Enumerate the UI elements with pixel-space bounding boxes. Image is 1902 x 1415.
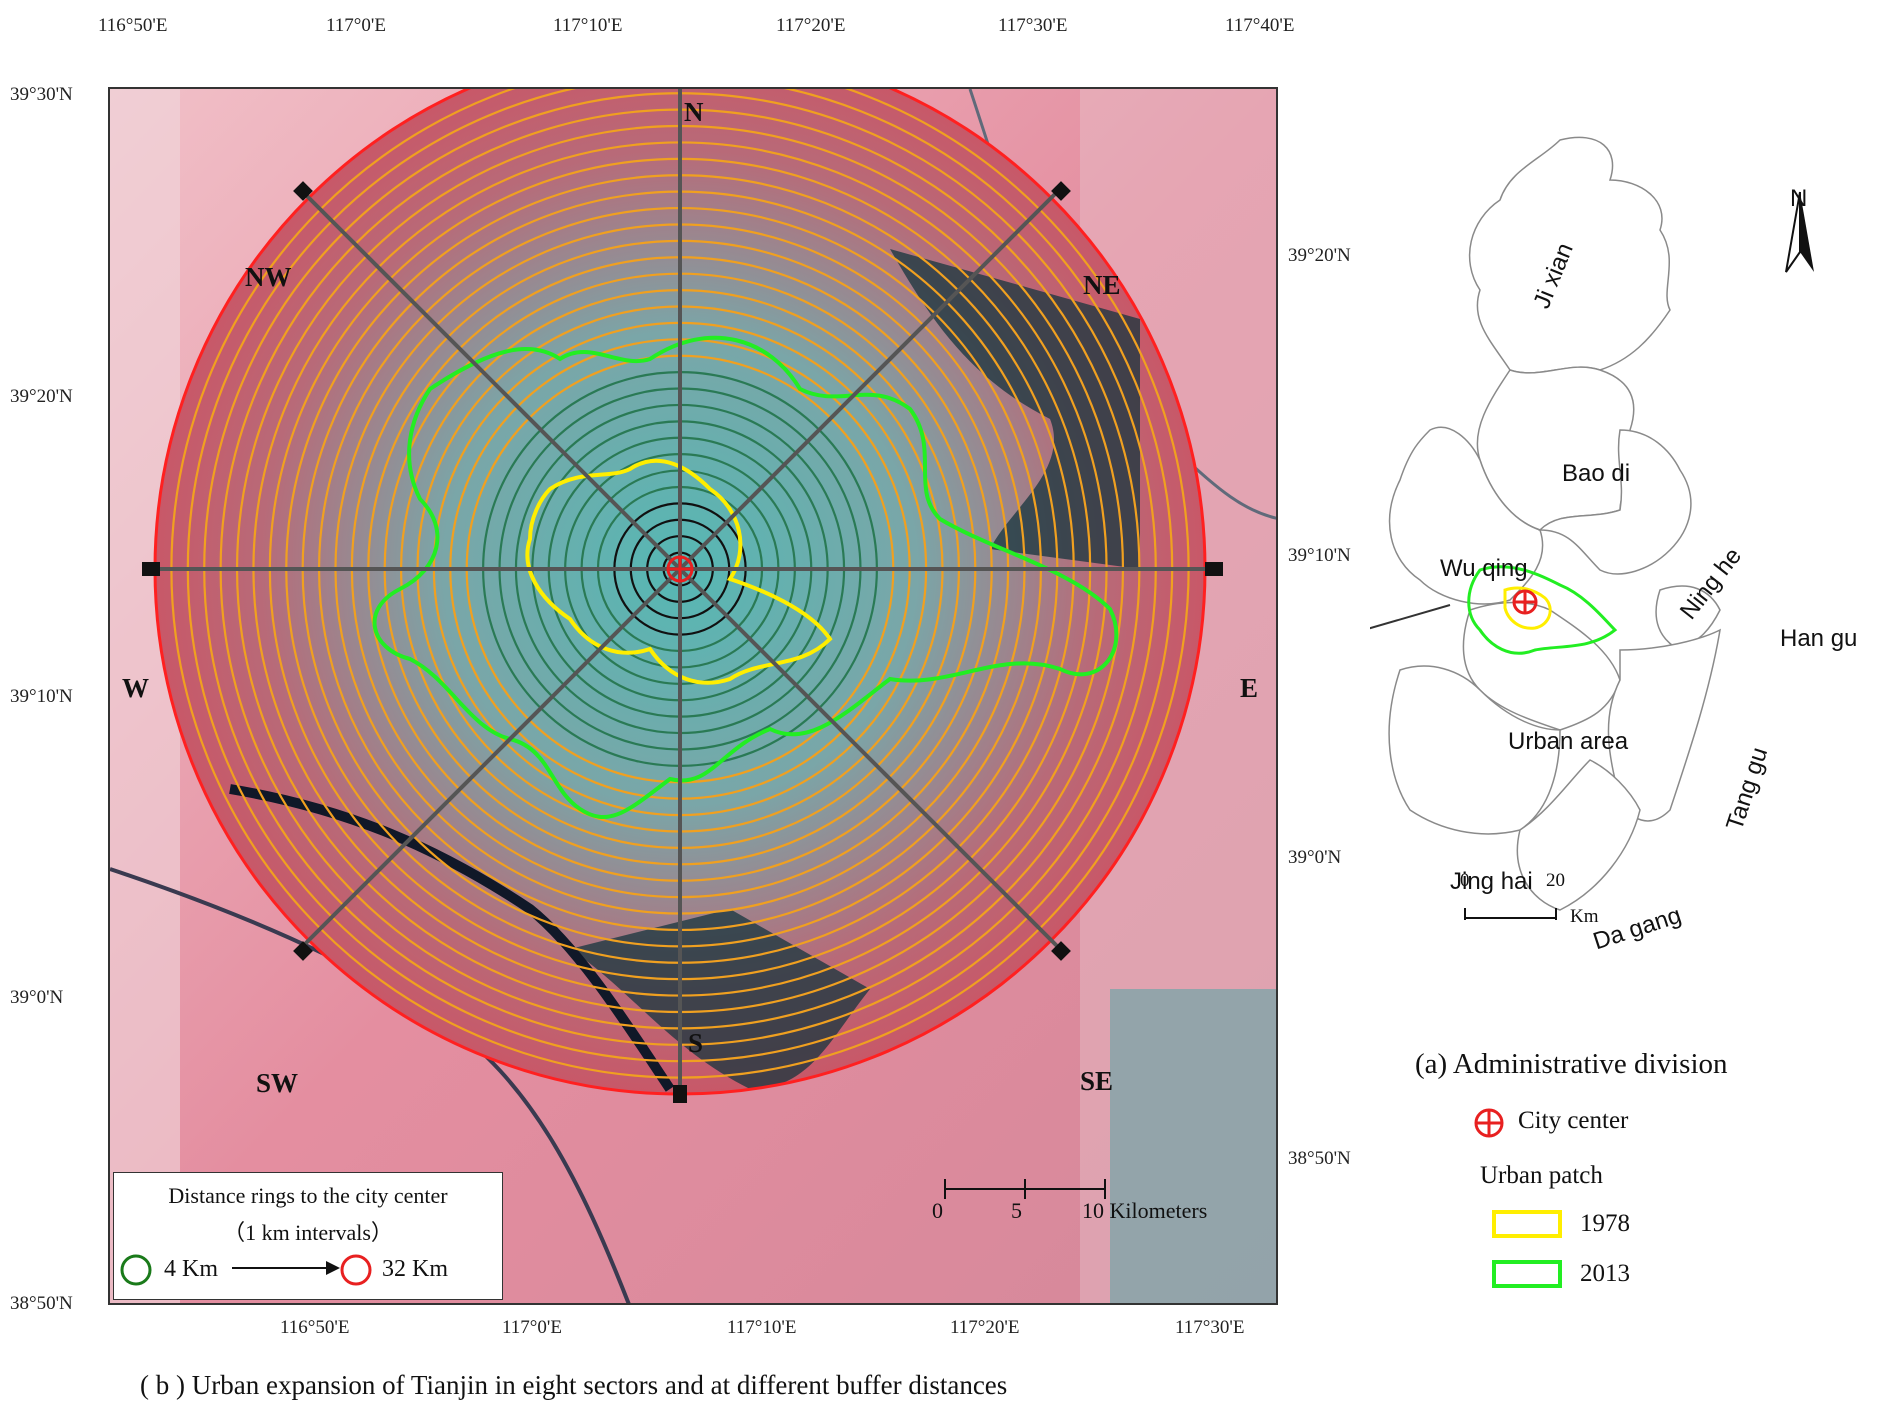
tick-sw (293, 941, 313, 961)
inset-caption: (a) Administrative division (1415, 1048, 1728, 1080)
district-tang-gu (1607, 628, 1721, 822)
lon-label-top-6: 117°40'E (1225, 15, 1295, 36)
lat-label-left-3: 39°10'N (10, 686, 73, 707)
lat-label-left-2: 39°20'N (10, 386, 73, 407)
dark-water-s (570, 909, 870, 1089)
lat-label-right-1: 39°20'N (1288, 245, 1351, 266)
scale-label-10-km: 10 Kilometers (1082, 1198, 1208, 1223)
ring-legend-outer-label: 32 Km (382, 1256, 448, 1282)
lat-label-right-4: 38°50'N (1288, 1148, 1351, 1169)
direction-e-label: E (1240, 673, 1259, 703)
lon-label-bottom-3: 117°10'E (727, 1317, 797, 1338)
inset-scale-bar (1464, 908, 1557, 920)
lat-label-left-4: 39°0'N (10, 987, 64, 1008)
district-ning-he (1538, 429, 1692, 575)
direction-s-label: S (688, 1028, 704, 1058)
lon-label-bottom-1: 116°50'E (280, 1317, 350, 1338)
direction-ticks (142, 181, 1223, 1103)
scale-label-0: 0 (932, 1198, 943, 1223)
inset-urban-patch-2013 (1467, 565, 1618, 655)
district-wu-qing (1388, 426, 1544, 605)
satellite-map-frame (108, 87, 1278, 1305)
district-label-jing-hai: Jing hai (1450, 868, 1533, 895)
scale-label-5: 5 (1011, 1198, 1022, 1223)
urban-patch-2013 (372, 335, 1119, 820)
legend-urban-patch-title: Urban patch (1480, 1162, 1603, 1189)
tick-ne (1051, 181, 1071, 201)
inset-scale-label-0: 0 (1460, 870, 1470, 891)
tick-se (1051, 941, 1071, 961)
direction-w-label: W (122, 673, 149, 703)
lon-label-top-2: 117°0'E (326, 15, 386, 36)
legend-city-center-label: City center (1518, 1107, 1629, 1134)
lat-label-left-1: 39°30'N (10, 84, 73, 105)
lat-label-right-2: 39°10'N (1288, 545, 1351, 566)
direction-n-label: N (684, 97, 704, 127)
inset-city-center-marker (1512, 589, 1538, 615)
lon-label-bottom-5: 117°30'E (1175, 1317, 1245, 1338)
ring-legend-box: Distance rings to the city center （1 km … (113, 1172, 503, 1300)
district-urban-area (1462, 601, 1621, 731)
lon-label-bottom-4: 117°20'E (950, 1317, 1020, 1338)
ring-legend-graphic (120, 1254, 372, 1286)
inset-scale-label-20: 20 (1546, 870, 1565, 891)
dark-water-ne (890, 249, 1140, 569)
district-da-gang (1516, 759, 1641, 911)
legend-1978-label: 1978 (1580, 1210, 1630, 1237)
direction-nw-label: NW (245, 262, 292, 292)
dark-river-sw (229, 784, 675, 1092)
satellite-map (110, 89, 1276, 1303)
district-jing-hai (1388, 665, 1561, 835)
urban-patch-1978 (525, 458, 833, 685)
lon-label-top-5: 117°30'E (998, 15, 1068, 36)
coastal-water-area (1110, 989, 1276, 1303)
tick-s (673, 1085, 687, 1103)
tick-e (1205, 562, 1223, 576)
district-label-wu-qing: Wu qing (1440, 555, 1528, 582)
city-center-icon (1474, 1108, 1504, 1138)
ring-legend-inner-label: 4 Km (164, 1256, 218, 1282)
north-arrow-icon (1785, 191, 1814, 273)
direction-ne-label: NE (1083, 270, 1121, 300)
lon-label-top-3: 117°10'E (553, 15, 623, 36)
legend-1978-swatch (1492, 1210, 1562, 1238)
tick-nw (293, 181, 313, 201)
ring-legend-subtitle: （1 km intervals） (223, 1220, 393, 1245)
map-scale-bar (944, 1179, 1106, 1199)
direction-se-label: SE (1080, 1066, 1114, 1096)
district-label-han-gu: Han gu (1780, 625, 1858, 652)
administrative-division-map (1370, 136, 1721, 920)
legend-2013-label: 2013 (1580, 1260, 1630, 1287)
inset-pointer-line (1370, 604, 1451, 630)
legend-2013-swatch (1492, 1260, 1562, 1288)
figure-caption: ( b ) Urban expansion of Tianjin in eigh… (140, 1370, 1008, 1400)
inset-north-label: N (1790, 185, 1808, 212)
district-label-urban-area: Urban area (1508, 728, 1629, 755)
ring-legend-arrowhead (326, 1261, 340, 1275)
inset-scale-unit: Km (1570, 906, 1599, 927)
tick-w (142, 562, 160, 576)
direction-sw-label: SW (256, 1068, 299, 1098)
lat-label-left-5: 38°50'N (10, 1293, 73, 1314)
ring-legend-outer-circle (340, 1254, 372, 1286)
district-han-gu (1655, 585, 1721, 651)
lon-label-bottom-2: 117°0'E (502, 1317, 562, 1338)
ring-legend-title: Distance rings to the city center (168, 1183, 448, 1208)
lon-label-top-1: 116°50'E (98, 15, 168, 36)
lon-label-top-4: 117°20'E (776, 15, 846, 36)
lat-label-right-3: 39°0'N (1288, 847, 1342, 868)
inset-urban-patch-1978 (1503, 586, 1552, 630)
district-label-bao-di: Bao di (1562, 460, 1631, 487)
city-center-marker (666, 555, 694, 583)
ring-legend-inner-circle (120, 1254, 152, 1286)
imagery-edge-left (110, 89, 180, 1303)
